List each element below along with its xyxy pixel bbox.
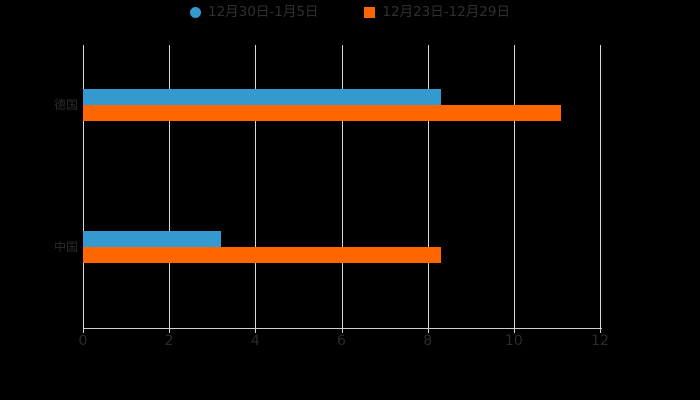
gridline bbox=[427, 45, 429, 328]
x-axis-tick bbox=[255, 328, 257, 333]
gridline bbox=[341, 45, 343, 328]
bar-德国-series-2[interactable] bbox=[83, 105, 562, 122]
x-axis-tick-label: 2 bbox=[164, 333, 174, 349]
x-axis-tick bbox=[169, 328, 171, 333]
x-axis-tick-label: 12 bbox=[591, 333, 609, 349]
gridline bbox=[169, 45, 171, 328]
x-axis-line bbox=[83, 328, 602, 329]
legend-item-series-1[interactable]: 12月30日-1月5日 bbox=[190, 4, 319, 20]
x-axis-tick-label: 4 bbox=[250, 333, 260, 349]
bar-中国-series-2[interactable] bbox=[83, 246, 441, 263]
square-marker-icon bbox=[364, 7, 376, 19]
plot-area bbox=[83, 45, 601, 328]
x-axis-tick-label: 8 bbox=[423, 333, 433, 349]
gridline bbox=[513, 45, 515, 328]
x-axis-tick bbox=[513, 328, 515, 333]
legend-label-series-2: 12月23日-12月29日 bbox=[382, 4, 510, 20]
x-axis-tick bbox=[427, 328, 429, 333]
x-axis-tick bbox=[600, 328, 601, 333]
x-axis-tick bbox=[83, 328, 84, 333]
y-axis-category-label: 德国 bbox=[53, 98, 78, 113]
y-axis-category-label: 中国 bbox=[53, 239, 78, 254]
bar-中国-series-1[interactable] bbox=[83, 230, 221, 247]
legend-item-series-2[interactable]: 12月23日-12月29日 bbox=[364, 4, 510, 20]
gridline bbox=[600, 45, 601, 328]
x-axis-tick-label: 6 bbox=[337, 333, 346, 349]
bar-德国-series-1[interactable] bbox=[83, 89, 441, 106]
x-axis-tick bbox=[341, 328, 343, 333]
gridline bbox=[83, 45, 84, 328]
legend-label-series-1: 12月30日-1月5日 bbox=[208, 4, 319, 20]
chart-legend: 12月30日-1月5日 12月23日-12月29日 bbox=[0, 4, 700, 20]
x-axis-tick-label: 10 bbox=[504, 333, 523, 349]
circle-marker-icon bbox=[190, 7, 201, 19]
x-axis-tick-label: 0 bbox=[78, 333, 88, 349]
gridline bbox=[255, 45, 257, 328]
